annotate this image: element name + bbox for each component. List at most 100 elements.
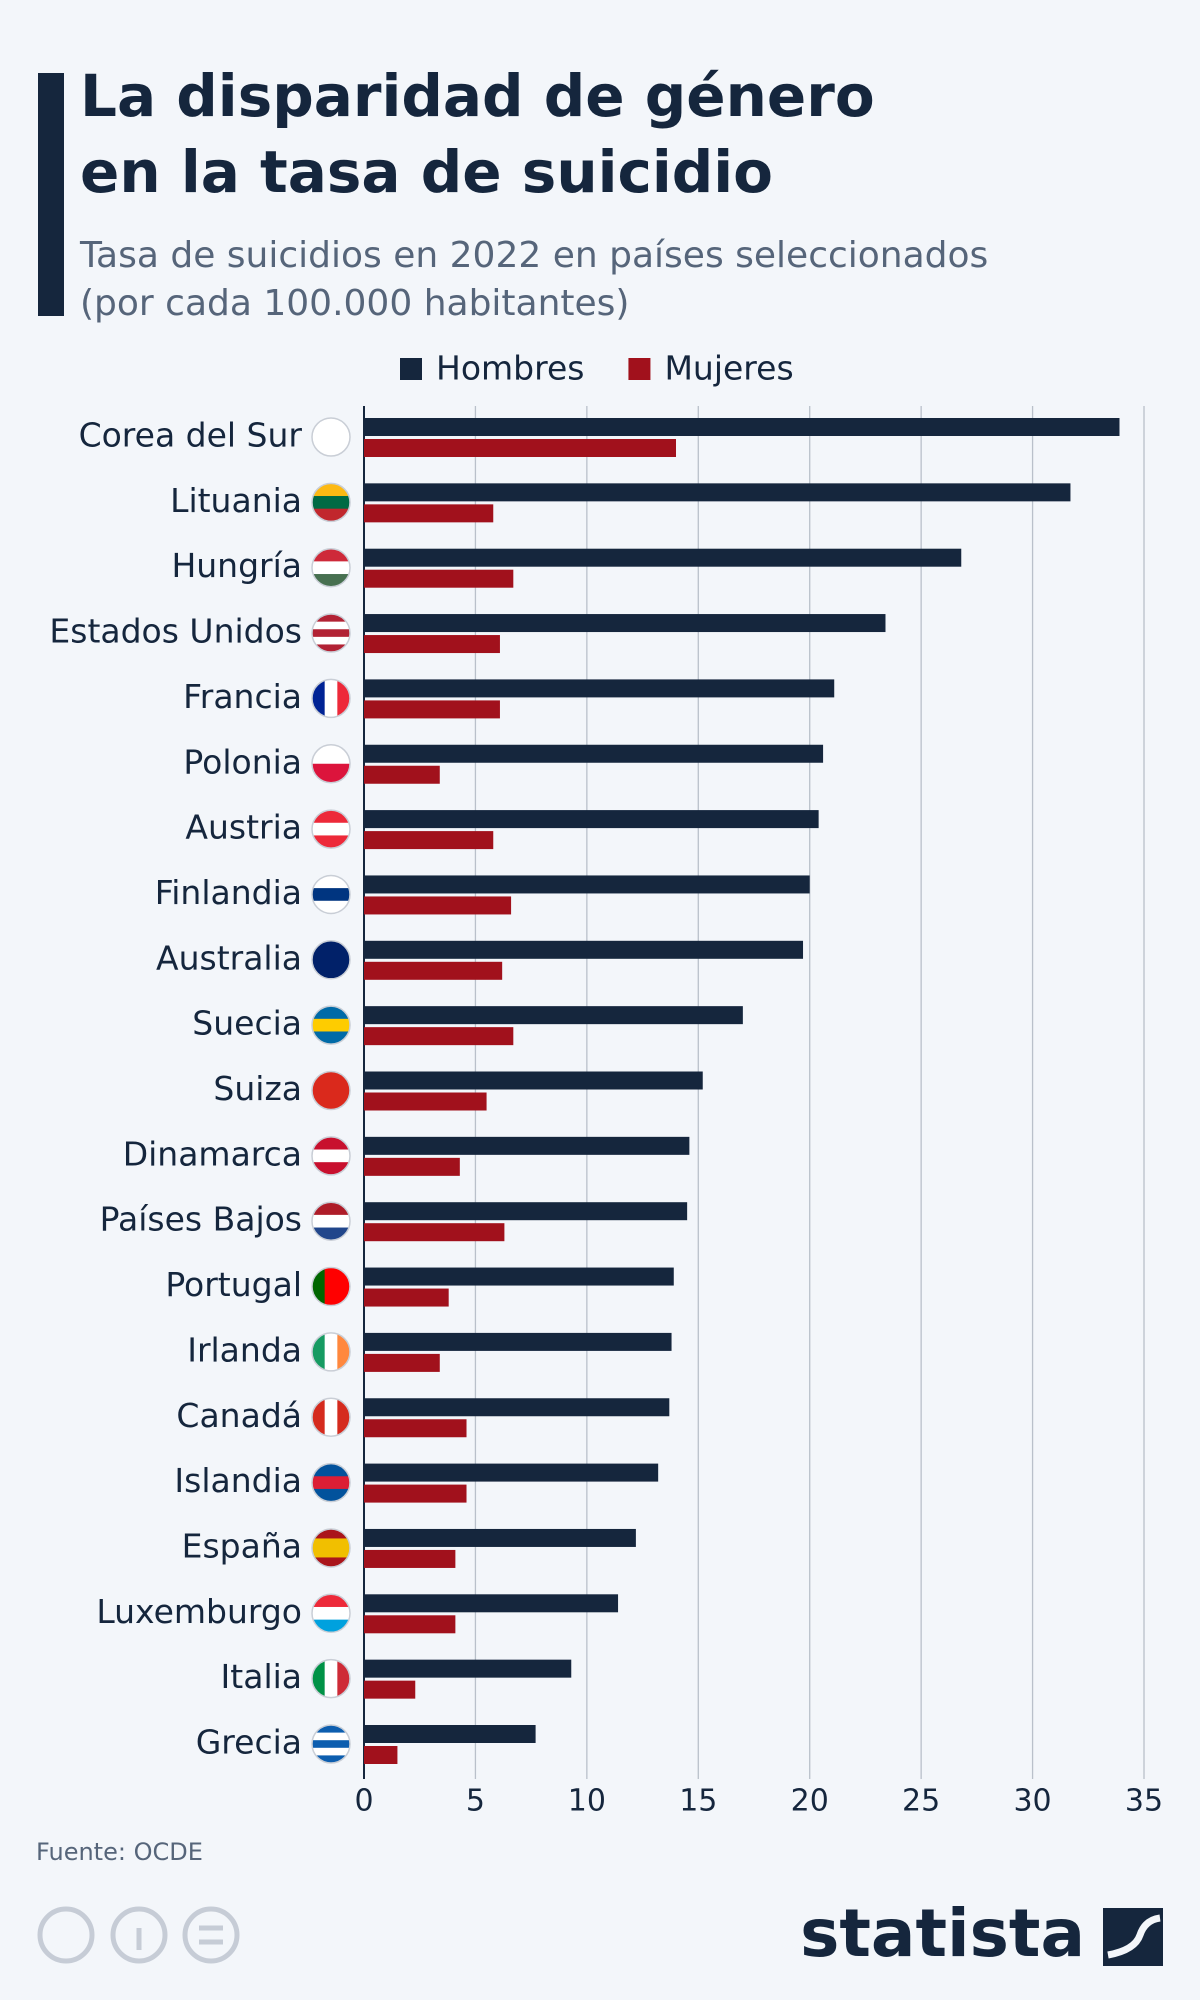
bar — [364, 1463, 659, 1482]
flag-border — [311, 678, 351, 719]
bar — [364, 569, 514, 588]
flag-stripe — [324, 1267, 338, 1306]
flag — [312, 1528, 350, 1567]
bar — [364, 1223, 505, 1242]
flag-stripe — [312, 810, 350, 824]
bar — [364, 896, 512, 915]
bar — [364, 1725, 536, 1743]
flag-stripe — [312, 561, 350, 575]
flag-stripe — [312, 614, 350, 623]
bar — [364, 744, 824, 763]
bar — [364, 483, 1071, 502]
flag-stripe — [312, 1538, 350, 1549]
chart-subtitle: Tasa de suicidios en 2022 en países sele… — [80, 235, 989, 324]
flag-stripe — [312, 1267, 326, 1306]
flag-border — [311, 940, 351, 980]
bar — [364, 1484, 467, 1503]
bar — [364, 1398, 670, 1417]
flag-stripe — [312, 744, 350, 765]
flag-stripe — [324, 1659, 338, 1698]
bar — [364, 1659, 572, 1678]
y-tick-label: Finlandia — [155, 873, 302, 912]
y-tick-label: Italia — [221, 1657, 302, 1696]
x-tick-label: 25 — [902, 1784, 940, 1819]
bar — [364, 1092, 487, 1111]
flag-stripe — [312, 888, 350, 902]
y-tick-label: Dinamarca — [123, 1134, 302, 1173]
y-tick-label: Portugal — [165, 1265, 302, 1304]
flag-border — [311, 1724, 351, 1764]
flag-border — [311, 1528, 351, 1568]
flag-stripe — [312, 548, 350, 562]
bar — [364, 1615, 456, 1634]
bar — [364, 810, 819, 829]
flag-stripe — [312, 679, 326, 718]
flag-stripe — [312, 1476, 350, 1490]
flag-stripe — [312, 418, 350, 456]
bar — [364, 875, 810, 894]
y-tick-label: Países Bajos — [100, 1200, 302, 1239]
legend-label: Mujeres — [664, 349, 793, 388]
bar — [364, 679, 835, 698]
bar — [364, 1353, 440, 1372]
legend-swatch — [400, 358, 422, 380]
flag-stripe — [312, 1202, 350, 1216]
flag — [312, 1725, 350, 1763]
flag-border — [311, 874, 351, 915]
bar — [364, 1006, 743, 1025]
bar — [364, 1332, 672, 1351]
flag-stripe — [312, 1594, 350, 1608]
flag-border — [311, 613, 351, 653]
flag-stripe — [312, 1071, 350, 1110]
flag-border — [311, 482, 351, 523]
flag-stripe — [312, 763, 350, 783]
chart-title: La disparidad de género en la tasa de su… — [80, 62, 875, 206]
bar — [364, 1528, 636, 1547]
y-tick-label: Estados Unidos — [49, 612, 302, 651]
accent-bar — [38, 73, 64, 316]
bar — [364, 1136, 690, 1155]
license-icons — [37, 1906, 240, 1964]
y-tick-label: Corea del Sur — [79, 416, 303, 455]
flag-stripe — [312, 1136, 350, 1151]
flag-stripe — [312, 1606, 350, 1621]
y-tick-label: Grecia — [196, 1723, 302, 1762]
legend-swatch — [628, 358, 651, 380]
flag-stripe — [324, 1398, 338, 1437]
bar — [364, 504, 494, 523]
y-tick-label: Islandia — [174, 1461, 302, 1500]
flag-stripe — [312, 1557, 350, 1567]
flag-stripe — [312, 1214, 350, 1229]
flag — [312, 744, 350, 783]
flag-stripe — [324, 679, 338, 718]
bar — [364, 700, 500, 719]
y-tick-label: Francia — [183, 677, 302, 716]
flag-stripe — [312, 1725, 350, 1734]
brand-mark — [1103, 1908, 1163, 1966]
flag-stripe — [312, 1547, 350, 1558]
x-tick-label: 30 — [1013, 1784, 1051, 1819]
y-tick-label: Suiza — [213, 1069, 302, 1108]
bar — [364, 940, 804, 959]
flag — [312, 614, 350, 653]
flag-border — [311, 1332, 351, 1372]
flag-border — [311, 1136, 351, 1176]
flag-border — [311, 1658, 351, 1699]
bar — [364, 635, 500, 654]
flag-border — [311, 547, 351, 588]
bar — [364, 548, 962, 567]
flag-stripe — [312, 636, 350, 645]
bar — [364, 1594, 619, 1613]
flag-stripe — [312, 1398, 326, 1437]
bar — [364, 1288, 449, 1307]
flag-border — [311, 1397, 351, 1437]
flag-border — [311, 1201, 351, 1241]
flag-stripe — [312, 822, 350, 836]
x-tick-label: 0 — [354, 1784, 373, 1819]
flag-stripe — [312, 875, 350, 889]
flag-stripe — [312, 1740, 350, 1749]
flag-stripe — [312, 1463, 350, 1477]
flag-stripe — [312, 1755, 350, 1763]
